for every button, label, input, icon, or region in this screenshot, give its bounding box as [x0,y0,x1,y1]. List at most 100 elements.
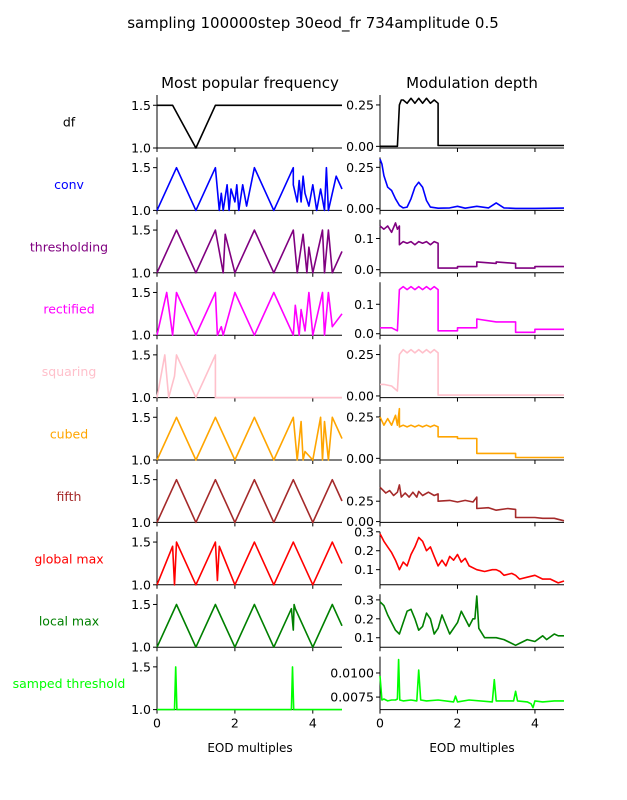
series-line [379,658,564,709]
y-tick-label: 1.5 [131,160,151,175]
y-tick-label: 1.0 [131,515,151,530]
freq-panel: 1.0 1.5 [131,95,342,156]
series-line [380,348,564,396]
y-tick-label: 0.0075 [330,690,374,705]
y-tick-label: 0.00 [346,388,374,403]
y-tick-label: 0.0 [354,262,374,277]
row-label: fifth [57,489,82,504]
y-tick-label: 0.25 [346,160,374,175]
y-tick-label: 0.25 [346,97,374,112]
y-tick-label: 1.0 [131,265,151,280]
y-tick-label: 0.00 [346,514,374,529]
col-title-frequency: Most popular frequency [161,74,339,92]
depth-panel: 0.00 0.25 [346,157,565,216]
y-tick-label: 1.0 [131,453,151,468]
y-tick-label: 1.0 [131,141,151,156]
series-line [156,541,343,586]
freq-panel: 1.0 1.5 [131,157,343,218]
row-label: local max [39,614,99,629]
row-label: squaring [42,364,97,379]
depth-panel: 0.00 0.25 [346,407,564,466]
depth-panel: 0.1 0.2 0.3 [354,592,564,652]
y-tick-label: 0.00 [346,139,374,154]
row-1: conv 1.0 1.5 0.00 0.25 [54,157,565,218]
freq-panel: 1.0 1.5 0 2 4 [131,656,342,731]
figure-suptitle: sampling 100000step 30eod_fr 734amplitud… [127,14,499,33]
y-tick-label: 0.1 [354,562,374,577]
row-label: conv [54,177,84,192]
y-tick-label: 0.3 [354,524,374,539]
y-tick-label: 0.0 [354,326,374,341]
series-line [156,354,342,399]
depth-panel: 0.1 0.2 0.3 [354,524,565,589]
y-tick-label: 0.25 [346,347,374,362]
y-tick-label: 0.1 [354,297,374,312]
series-line [156,478,343,524]
row-label: cubed [50,427,88,442]
y-tick-label: 0.1 [354,630,374,645]
row-2: thresholding 1.0 1.5 0.0 0.1 [30,219,564,280]
row-5: cubed 1.0 1.5 0.00 0.25 [50,407,564,468]
freq-panel: 1.0 1.5 [131,282,343,343]
row-3: rectified 1.0 1.5 0.0 0.1 [43,282,564,343]
row-label: df [63,115,76,130]
y-tick-label: 1.0 [131,640,151,655]
freq-panel: 1.0 1.5 [131,219,343,280]
series-line [156,416,343,461]
y-tick-label: 1.5 [131,98,151,113]
series-line [156,603,343,649]
row-0: df 1.0 1.5 0.00 0.25 [63,95,564,156]
row-label: samped threshold [13,676,126,691]
y-tick-label: 0.1 [354,231,374,246]
row-label: global max [34,551,103,566]
row-4: squaring 1.0 1.5 0.00 0.25 [42,344,564,405]
depth-panel: 0.00 0.25 [346,95,564,154]
y-tick-label: 0.3 [354,592,374,607]
y-tick-label: 1.0 [131,203,151,218]
series-line [380,285,564,334]
y-tick-label: 1.5 [131,535,151,550]
depth-panel: 0.00 0.25 [346,469,565,529]
depth-panel: 0.00 0.25 [346,344,564,403]
row-9: samped threshold 1.0 1.5 0 2 4 0.0075 0.0100 0 2 4 [13,656,564,731]
x-tick-label: 0 [376,716,384,731]
series-line [156,166,343,212]
x-tick-label: 2 [231,716,239,731]
y-tick-label: 0.00 [346,201,374,216]
freq-panel: 1.0 1.5 [131,469,343,530]
xlabel-right: EOD multiples [429,741,514,755]
y-tick-label: 0.2 [354,611,374,626]
y-tick-label: 1.5 [131,597,151,612]
y-tick-label: 0.00 [346,451,374,466]
series-line [157,666,342,711]
y-tick-label: 0.25 [346,494,374,509]
col-title-depth: Modulation depth [406,74,538,92]
freq-panel: 1.0 1.5 [131,531,343,592]
y-tick-label: 1.0 [131,577,151,592]
series-line [379,595,564,647]
freq-panel: 1.0 1.5 [131,344,342,405]
y-tick-label: 1.0 [131,328,151,343]
series-line [379,222,564,269]
series-line [156,291,343,337]
y-tick-label: 1.5 [131,410,151,425]
x-tick-label: 4 [309,716,317,731]
y-tick-label: 1.5 [131,347,151,362]
y-tick-label: 1.5 [131,472,151,487]
y-tick-label: 1.5 [131,223,151,238]
depth-panel: 0.0 0.1 [354,282,564,341]
series-line [156,229,343,274]
x-tick-label: 2 [453,716,461,731]
x-tick-label: 4 [531,716,539,731]
x-tick-label: 0 [153,716,161,731]
series-line [379,533,565,584]
row-7: global max 1.0 1.5 0.1 0.2 0.3 [34,524,565,592]
row-8: local max 1.0 1.5 0.1 0.2 0.3 [39,592,564,655]
row-label: thresholding [30,239,108,254]
y-tick-label: 0.2 [354,543,374,558]
freq-panel: 1.0 1.5 [131,407,343,468]
series-line [157,104,342,149]
y-tick-label: 0.0100 [330,665,374,680]
depth-panel: 0.0 0.1 [354,219,564,277]
